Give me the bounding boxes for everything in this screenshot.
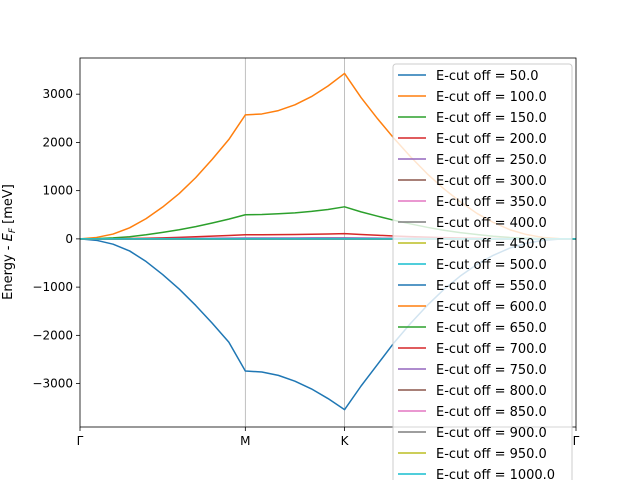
legend-label: E-cut off = 50.0 <box>436 69 539 84</box>
y-tick-label: 0 <box>65 232 73 246</box>
legend: E-cut off = 50.0 E-cut off = 100.0 E-cut o… <box>392 63 573 480</box>
legend-label: E-cut off = 100.0 <box>436 90 547 105</box>
legend-label: E-cut off = 1000.0 <box>436 468 555 480</box>
y-axis-label-symbol: E <box>1 232 16 241</box>
legend-label: E-cut off = 300.0 <box>436 174 547 189</box>
legend-label: E-cut off = 400.0 <box>436 216 547 231</box>
y-axis-label-subscript: F <box>8 227 18 233</box>
legend-label: E-cut off = 950.0 <box>436 447 547 462</box>
legend-label: E-cut off = 600.0 <box>436 300 547 315</box>
high-symmetry-lines <box>244 58 345 427</box>
axes-frame <box>79 57 577 428</box>
legend-label: E-cut off = 550.0 <box>436 279 547 294</box>
legend-label: E-cut off = 350.0 <box>436 195 547 210</box>
y-tick-label: 1000 <box>42 184 73 198</box>
legend-label: E-cut off = 900.0 <box>436 426 547 441</box>
legend-label: E-cut off = 750.0 <box>436 363 547 378</box>
y-tick-label: −3000 <box>32 377 73 391</box>
x-tick-label: K <box>341 434 350 448</box>
x-tick-label: Γ <box>77 434 84 448</box>
legend-label: E-cut off = 450.0 <box>436 237 547 252</box>
y-tick-label: −1000 <box>32 280 73 294</box>
legend-label: E-cut off = 200.0 <box>436 132 547 147</box>
legend-label: E-cut off = 500.0 <box>436 258 547 273</box>
y-axis-label: Energy - EF [meV] <box>1 184 18 300</box>
x-tick-label: M <box>240 434 250 448</box>
y-axis-ticks: −3000 −2000 −1000 0 1000 2000 3000 <box>32 87 80 391</box>
legend-label: E-cut off = 250.0 <box>436 153 547 168</box>
y-axis-label-prefix: Energy - <box>1 241 16 299</box>
legend-label: E-cut off = 800.0 <box>436 384 547 399</box>
y-tick-label: −2000 <box>32 328 73 342</box>
legend-label: E-cut off = 850.0 <box>436 405 547 420</box>
y-axis-label-unit: [meV] <box>1 184 16 228</box>
legend-label: E-cut off = 150.0 <box>436 111 547 126</box>
legend-label: E-cut off = 700.0 <box>436 342 547 357</box>
legend-label: E-cut off = 650.0 <box>436 321 547 336</box>
y-tick-label: 3000 <box>42 87 73 101</box>
legend-box <box>392 63 573 480</box>
y-tick-label: 2000 <box>42 135 73 149</box>
x-tick-label: Γ <box>573 434 580 448</box>
